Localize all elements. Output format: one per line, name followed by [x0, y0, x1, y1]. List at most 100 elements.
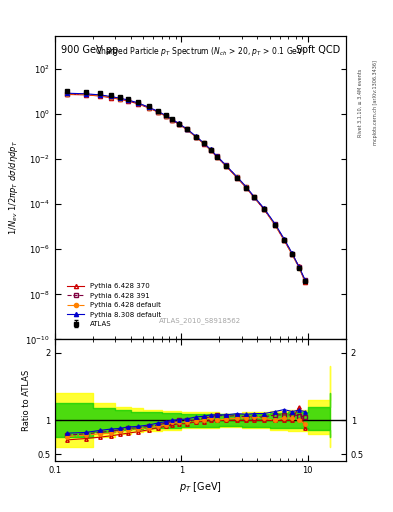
- Pythia 8.308 default: [282, 236, 286, 242]
- Pythia 6.428 default: [262, 206, 266, 212]
- Pythia 8.308 default: [193, 133, 198, 139]
- Pythia 8.308 default: [262, 205, 266, 211]
- Pythia 6.428 default: [208, 147, 213, 153]
- Pythia 6.428 default: [290, 251, 294, 257]
- Pythia 6.428 391: [273, 221, 277, 227]
- Text: Rivet 3.1.10, ≥ 3.4M events: Rivet 3.1.10, ≥ 3.4M events: [358, 68, 363, 137]
- Pythia 6.428 370: [201, 141, 206, 147]
- Pythia 8.308 default: [163, 112, 168, 118]
- Pythia 6.428 391: [262, 206, 266, 212]
- Pythia 6.428 370: [235, 175, 239, 181]
- Pythia 8.308 default: [108, 93, 113, 99]
- Pythia 6.428 370: [155, 109, 160, 115]
- Pythia 8.308 default: [125, 97, 130, 103]
- Pythia 6.428 391: [176, 120, 181, 126]
- Pythia 6.428 391: [118, 95, 122, 101]
- Line: Pythia 6.428 default: Pythia 6.428 default: [65, 92, 307, 283]
- Pythia 6.428 370: [303, 279, 307, 285]
- Legend: Pythia 6.428 370, Pythia 6.428 391, Pythia 6.428 default, Pythia 8.308 default, : Pythia 6.428 370, Pythia 6.428 391, Pyth…: [64, 281, 164, 330]
- Pythia 6.428 370: [282, 237, 286, 243]
- Pythia 8.308 default: [303, 276, 307, 283]
- Pythia 6.428 391: [201, 140, 206, 146]
- Pythia 6.428 default: [65, 91, 70, 97]
- Pythia 6.428 default: [303, 278, 307, 284]
- Pythia 6.428 370: [97, 93, 102, 99]
- Pythia 6.428 391: [146, 104, 151, 111]
- Pythia 8.308 default: [235, 174, 239, 180]
- Pythia 8.308 default: [170, 116, 175, 122]
- Pythia 6.428 370: [244, 184, 248, 190]
- Pythia 8.308 default: [224, 162, 228, 168]
- Pythia 6.428 391: [108, 94, 113, 100]
- Pythia 6.428 370: [208, 147, 213, 153]
- Pythia 6.428 370: [214, 154, 219, 160]
- Pythia 6.428 370: [273, 222, 277, 228]
- Pythia 6.428 391: [282, 237, 286, 243]
- Pythia 6.428 391: [125, 97, 130, 103]
- Pythia 6.428 370: [135, 101, 140, 107]
- Pythia 6.428 370: [193, 134, 198, 140]
- Pythia 8.308 default: [208, 146, 213, 153]
- Pythia 8.308 default: [135, 100, 140, 106]
- Text: Charged Particle $p_T$ Spectrum ($N_{ch}$ > 20, $p_T$ > 0.1 GeV): Charged Particle $p_T$ Spectrum ($N_{ch}…: [95, 45, 306, 58]
- Pythia 6.428 391: [163, 113, 168, 119]
- Pythia 6.428 391: [135, 100, 140, 106]
- Pythia 6.428 391: [290, 250, 294, 257]
- Pythia 6.428 391: [83, 91, 88, 97]
- Pythia 6.428 370: [108, 95, 113, 101]
- Pythia 6.428 default: [296, 265, 301, 271]
- Pythia 6.428 370: [252, 195, 256, 201]
- Pythia 6.428 default: [201, 140, 206, 146]
- Pythia 6.428 default: [235, 175, 239, 181]
- Pythia 6.428 370: [83, 92, 88, 98]
- Pythia 6.428 370: [170, 117, 175, 123]
- Pythia 6.428 370: [125, 98, 130, 104]
- Pythia 6.428 default: [118, 96, 122, 102]
- Pythia 6.428 default: [108, 94, 113, 100]
- Pythia 6.428 default: [214, 154, 219, 160]
- Pythia 6.428 default: [155, 109, 160, 115]
- Y-axis label: $1/N_{ev}$ $1/2\pi p_T$ $d\sigma/d\eta dp_T$: $1/N_{ev}$ $1/2\pi p_T$ $d\sigma/d\eta d…: [7, 140, 20, 235]
- Pythia 6.428 391: [184, 126, 189, 132]
- Pythia 6.428 default: [193, 134, 198, 140]
- Pythia 6.428 370: [176, 121, 181, 127]
- Pythia 6.428 391: [235, 174, 239, 180]
- Pythia 6.428 391: [252, 194, 256, 200]
- Pythia 6.428 370: [184, 126, 189, 133]
- Pythia 6.428 370: [163, 113, 168, 119]
- Pythia 6.428 370: [290, 251, 294, 258]
- Pythia 6.428 370: [224, 163, 228, 169]
- Pythia 6.428 default: [282, 237, 286, 243]
- Pythia 6.428 391: [303, 277, 307, 283]
- Pythia 8.308 default: [97, 92, 102, 98]
- Pythia 8.308 default: [65, 90, 70, 96]
- Pythia 6.428 default: [170, 117, 175, 123]
- Pythia 8.308 default: [184, 125, 189, 132]
- Pythia 8.308 default: [201, 140, 206, 146]
- Pythia 6.428 391: [97, 92, 102, 98]
- Pythia 6.428 default: [83, 91, 88, 97]
- Pythia 6.428 default: [176, 121, 181, 127]
- Pythia 6.428 default: [146, 104, 151, 111]
- X-axis label: $p_T$ [GeV]: $p_T$ [GeV]: [179, 480, 222, 494]
- Pythia 8.308 default: [244, 184, 248, 190]
- Pythia 6.428 391: [155, 109, 160, 115]
- Pythia 6.428 default: [125, 97, 130, 103]
- Pythia 6.428 391: [224, 162, 228, 168]
- Pythia 6.428 370: [118, 96, 122, 102]
- Pythia 8.308 default: [83, 91, 88, 97]
- Pythia 6.428 370: [296, 263, 301, 269]
- Pythia 6.428 default: [273, 222, 277, 228]
- Pythia 6.428 default: [244, 184, 248, 190]
- Pythia 6.428 391: [193, 134, 198, 140]
- Pythia 6.428 391: [244, 184, 248, 190]
- Pythia 8.308 default: [176, 120, 181, 126]
- Y-axis label: Ratio to ATLAS: Ratio to ATLAS: [22, 370, 31, 431]
- Text: Soft QCD: Soft QCD: [296, 45, 340, 55]
- Text: ATLAS_2010_S8918562: ATLAS_2010_S8918562: [160, 317, 241, 324]
- Pythia 6.428 391: [208, 147, 213, 153]
- Pythia 8.308 default: [252, 194, 256, 200]
- Text: mcplots.cern.ch [arXiv:1306.3436]: mcplots.cern.ch [arXiv:1306.3436]: [373, 60, 378, 145]
- Pythia 6.428 default: [135, 100, 140, 106]
- Pythia 6.428 370: [146, 105, 151, 111]
